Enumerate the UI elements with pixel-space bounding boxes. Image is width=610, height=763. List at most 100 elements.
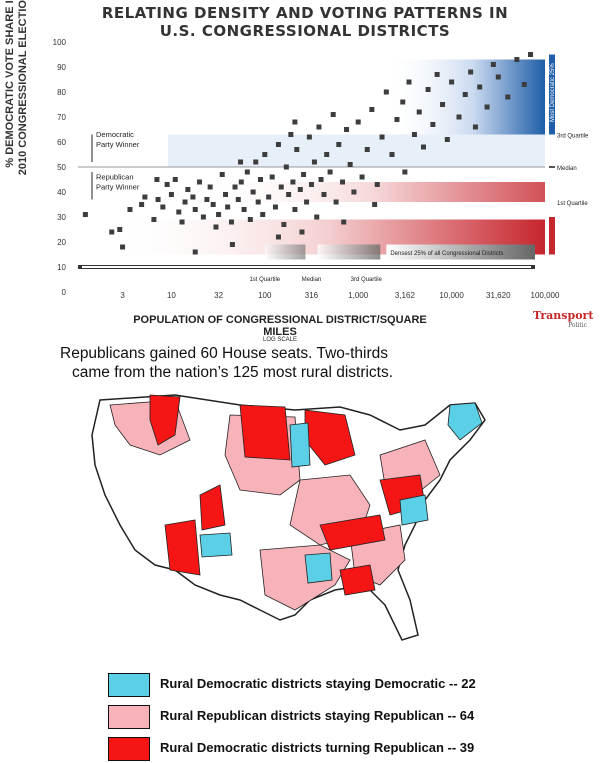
data-point xyxy=(164,182,170,187)
data-point xyxy=(168,192,174,197)
data-point xyxy=(351,189,357,195)
data-point xyxy=(219,172,225,177)
caption-line1: Republicans gained 60 House seats. Two-t… xyxy=(60,345,388,362)
data-point xyxy=(192,249,198,255)
data-point xyxy=(299,229,305,235)
data-point xyxy=(190,194,196,200)
data-point xyxy=(490,62,496,67)
data-point xyxy=(172,177,178,182)
data-point xyxy=(330,112,336,117)
data-point xyxy=(420,144,426,150)
data-point xyxy=(117,227,123,232)
data-point xyxy=(456,114,462,120)
x-axis-scale-note: LOG SCALE xyxy=(262,337,297,343)
x-tick-label: 1,000 xyxy=(348,291,369,300)
region-blue-south xyxy=(304,552,333,584)
y-tick-label: 50 xyxy=(57,163,66,172)
data-point xyxy=(440,102,446,107)
data-point xyxy=(207,184,213,190)
data-point xyxy=(155,197,161,202)
data-point xyxy=(241,207,247,212)
data-point xyxy=(204,197,210,202)
legend-swatch-pink xyxy=(108,705,150,729)
data-point xyxy=(304,199,310,205)
data-point xyxy=(235,197,241,202)
data-point xyxy=(394,117,400,122)
data-point xyxy=(292,119,298,125)
y-tick-label: 70 xyxy=(57,113,66,122)
region-red-dakota xyxy=(239,404,291,461)
x-axis-label: POPULATION OF CONGRESSIONAL DISTRICT/SQU… xyxy=(120,314,440,343)
data-point xyxy=(449,79,455,85)
y-tick-label: 10 xyxy=(57,263,66,272)
region-red-arizona xyxy=(164,519,201,576)
legend-item-rep-staying: Rural Republican districts staying Repub… xyxy=(108,705,538,729)
data-point xyxy=(528,52,534,57)
legend-swatch-red xyxy=(108,737,150,761)
chart-title-line2: U.S. CONGRESSIONAL DISTRICTS xyxy=(159,22,451,40)
y-q3-label: 3rd Quartile xyxy=(557,134,589,140)
data-point xyxy=(321,192,327,197)
data-point xyxy=(275,234,281,240)
brand-sub: Politic xyxy=(568,322,587,329)
data-point xyxy=(297,187,303,192)
data-point xyxy=(294,147,300,152)
data-point xyxy=(179,219,185,225)
chart-title-line1: RELATING DENSITY AND VOTING PATTERNS IN xyxy=(101,4,509,22)
data-point xyxy=(389,152,395,157)
data-point xyxy=(151,217,157,222)
data-point xyxy=(340,179,346,185)
data-point xyxy=(314,214,320,220)
data-point xyxy=(182,199,188,205)
y-tick-label: 100 xyxy=(53,38,67,47)
data-point xyxy=(286,192,292,197)
data-point xyxy=(290,179,296,185)
data-point xyxy=(344,127,350,132)
region-red-gulf xyxy=(339,564,376,596)
data-point xyxy=(411,132,417,137)
legend-item-dem-staying: Rural Democratic districts staying Democ… xyxy=(108,673,538,697)
data-point xyxy=(311,159,317,165)
data-point xyxy=(514,57,520,62)
most-dem-bar xyxy=(549,54,555,135)
rep-winner-label-2: Party Winner xyxy=(96,183,140,192)
us-districts-map xyxy=(91,394,486,641)
x-tick-label: 31,620 xyxy=(486,291,511,300)
data-point xyxy=(250,189,256,195)
x-tick-label: 316 xyxy=(305,291,319,300)
data-point xyxy=(355,119,361,125)
data-point xyxy=(223,192,229,197)
data-point xyxy=(301,172,307,177)
data-point xyxy=(369,107,375,112)
legend-label-dem-turning: Rural Democratic districts turning Repub… xyxy=(160,740,475,755)
data-point xyxy=(416,109,422,115)
y-tick-label: 30 xyxy=(57,213,66,222)
legend-label-dem-staying: Rural Democratic districts staying Democ… xyxy=(160,676,476,691)
data-point xyxy=(306,134,312,140)
data-point xyxy=(402,169,408,175)
data-point xyxy=(406,79,412,85)
data-point xyxy=(383,89,389,95)
data-point xyxy=(444,137,450,142)
data-point xyxy=(185,187,191,192)
data-point xyxy=(210,202,216,207)
y-tick-label: 20 xyxy=(57,238,66,247)
data-point xyxy=(434,72,440,77)
data-point xyxy=(281,222,287,227)
data-point xyxy=(278,184,284,190)
data-point xyxy=(288,132,294,137)
y-tick-label: 60 xyxy=(57,138,66,147)
data-point xyxy=(200,214,206,220)
y-tick-label: 80 xyxy=(57,88,66,97)
data-point xyxy=(192,207,198,212)
data-point xyxy=(266,194,272,200)
data-point xyxy=(472,124,478,130)
data-point xyxy=(238,179,244,185)
data-point xyxy=(228,219,234,225)
x-q3-label: 3rd Quartile xyxy=(351,277,383,283)
data-point xyxy=(316,124,322,130)
data-point xyxy=(430,122,436,127)
data-point xyxy=(216,212,222,217)
data-point xyxy=(269,174,275,180)
data-point xyxy=(142,194,148,200)
